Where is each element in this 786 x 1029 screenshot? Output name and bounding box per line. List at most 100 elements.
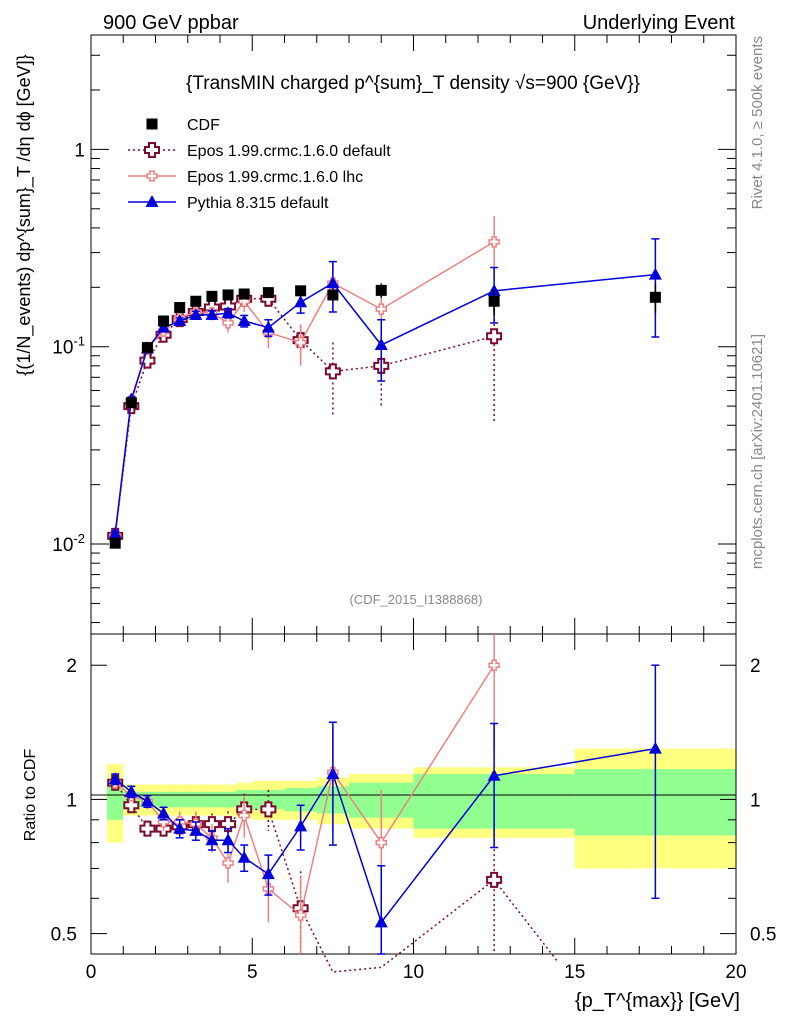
legend-item: Epos 1.99.crmc.1.6.0 lhc [128,169,363,186]
main-panel: 10-2 10-1 1 {TransMIN charged p^{sum}_T de… [14,34,737,635]
legend-marker [144,142,160,158]
data-point [648,267,662,280]
y-tick-label: 10-2 [52,531,85,556]
legend-item: Pythia 8.315 default [128,195,329,212]
data-point [139,820,156,837]
y-tick-label: 10-1 [52,334,85,359]
series-0 [109,283,661,549]
y-tick-label: 0.5 [51,925,77,946]
data-point [222,289,234,301]
legend-item: CDF [146,117,220,134]
data-point [488,236,500,248]
data-point [157,806,171,819]
legend-marker [145,195,159,207]
y-tick-label: 2 [66,656,77,677]
data-point [190,295,202,307]
data-point [260,801,277,818]
inner-band [220,791,237,808]
data-point [173,314,187,327]
legend: CDF Epos 1.99.crmc.1.6.0 default Epos 1.99… [128,117,391,212]
mcplots-label: mcplots.cern.ch [arXiv:2401.10621] [749,334,766,569]
data-point [140,794,154,807]
data-point [238,288,250,300]
data-point [109,537,121,549]
data-point [125,397,137,409]
x-tick-label: 5 [247,962,258,983]
inner-band [155,791,172,808]
data-point [220,816,237,833]
data-point [488,295,500,307]
data-point [294,909,307,921]
plot-title: {TransMIN charged p^{sum}_T density √s=9… [186,73,640,94]
data-point [324,363,341,380]
ratio-panel: 0.5 0.5 1 1 2 2 Ratio to CDF [22,633,777,973]
data-point [141,342,153,354]
ratio-series-2 [108,664,662,955]
data-point [124,784,138,797]
data-point [487,768,501,781]
data-point [649,291,661,303]
data-point [486,871,503,888]
ratio-uncertainty-bands [107,748,736,869]
x-tick-labels: 0 5 10 15 20 [86,962,747,983]
data-point [261,867,275,880]
rivet-version-label: Rivet 4.1.0, ≥ 500k events [749,36,766,209]
ratio-series [107,634,662,973]
series-2 [109,215,500,542]
analysis-watermark: (CDF_2015_I1388868) [350,592,483,607]
data-point [327,289,339,301]
data-point [158,315,170,327]
x-axis-label: {p_T^{max}} [GeV] [575,990,740,1012]
data-point [294,819,308,832]
inner-band [171,791,188,808]
legend-item: Epos 1.99.crmc.1.6.0 default [128,142,391,160]
data-point [648,741,662,754]
data-point [139,352,156,369]
main-series [107,215,662,549]
data-point [108,772,122,785]
main-x-ticks [90,35,737,634]
ratio-y-axis-label: Ratio to CDF [22,749,39,842]
legend-marker [146,118,158,130]
data-point [326,767,340,780]
x-tick-label: 20 [725,962,746,983]
x-tick-label: 0 [86,962,97,983]
x-tick-label: 15 [564,962,585,983]
data-point [189,307,203,320]
ratio-y-ticks: 0.5 0.5 1 1 2 2 [51,656,777,945]
data-point [222,317,234,329]
legend-label: Pythia 8.315 default [187,195,329,212]
y-tick-label: 1 [66,790,77,811]
y-tick-label: 0.5 [750,925,776,946]
y-tick-label: 1 [750,790,761,811]
data-point [222,857,234,869]
data-point [237,850,251,863]
data-point [261,320,275,333]
inner-band [284,788,317,812]
data-point [374,915,388,928]
inner-band [187,791,204,808]
header-right: Underlying Event [583,12,736,34]
ratio-x-ticks [90,634,737,954]
data-point [206,290,218,302]
data-point [221,833,235,846]
inner-band [107,780,124,820]
data-point [189,823,203,836]
data-point [294,336,307,349]
series-3 [108,238,662,539]
data-point [238,809,250,822]
data-point [173,821,187,834]
data-point [237,314,251,327]
data-point [375,284,387,296]
inner-band [203,791,220,808]
data-point [262,287,274,299]
data-point [326,276,340,289]
data-point [205,833,219,846]
y-tick-label: 2 [750,656,761,677]
data-point [174,302,186,314]
legend-marker [146,170,158,182]
data-point [157,320,171,333]
data-point [295,285,307,297]
data-point [205,307,219,320]
